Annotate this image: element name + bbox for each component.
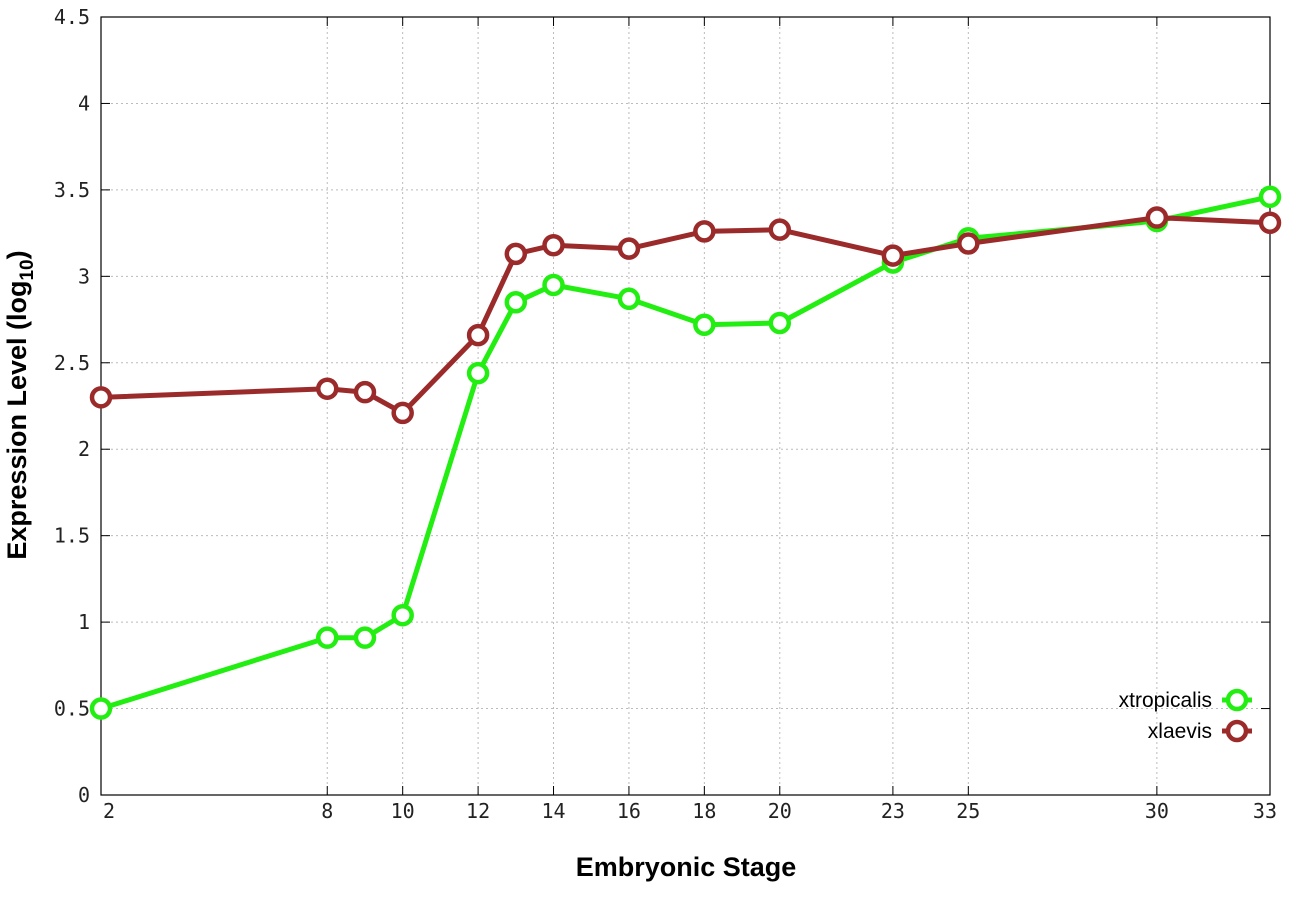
- data-point-xlaevis: [316, 377, 339, 400]
- data-point-xtropicalis: [466, 361, 490, 385]
- data-point-xlaevis: [693, 220, 716, 243]
- x-tick-label: 10: [391, 799, 415, 823]
- data-point-xlaevis: [1258, 211, 1282, 234]
- x-tick-label: 18: [692, 799, 716, 823]
- x-tick-label: 30: [1145, 799, 1169, 823]
- data-point-xlaevis: [768, 218, 792, 241]
- x-tick-label: 20: [768, 799, 792, 823]
- data-point-xtropicalis: [693, 313, 716, 336]
- data-point-xlaevis: [466, 323, 490, 347]
- legend-label-xtropicalis: xtropicalis: [1119, 689, 1212, 712]
- y-tick-label: 1: [78, 610, 90, 634]
- series-line-xlaevis: [100, 215, 1271, 416]
- axis-ticks: 0 0.5 1 1.5 2 2.5 3 3.5 4 4.5 2 8 10 12 14 16 18 20 23 25 30…: [54, 5, 1277, 823]
- y-tick-label: 3: [78, 264, 90, 288]
- data-point-xlaevis: [353, 380, 377, 404]
- y-tick-label: 0: [78, 783, 90, 807]
- y-tick-label: 2.5: [54, 351, 90, 375]
- grid-lines: [101, 17, 1270, 795]
- x-axis-title: Embryonic Stage: [576, 852, 797, 882]
- data-point-xtropicalis: [768, 311, 792, 335]
- series-line-xtropicalis: [100, 194, 1271, 711]
- data-point-xtropicalis: [391, 603, 414, 627]
- y-tick-label: 3.5: [54, 178, 90, 202]
- data-point-xlaevis: [1145, 206, 1169, 229]
- data-point-xlaevis: [504, 242, 528, 266]
- legend: xtropicalis xlaevis: [1119, 688, 1252, 743]
- data-series: [89, 185, 1282, 720]
- x-tick-label: 33: [1253, 799, 1277, 823]
- y-axis-title-subscript: 10: [17, 259, 38, 280]
- data-point-xlaevis: [881, 244, 905, 267]
- data-point-xlaevis: [617, 237, 641, 260]
- y-tick-label: 4: [78, 91, 90, 115]
- y-tick-label: 1.5: [54, 524, 90, 548]
- data-point-xtropicalis: [316, 626, 339, 649]
- plot-frame: [100, 16, 1271, 796]
- y-axis-title-close: ): [2, 250, 32, 259]
- legend-label-xlaevis: xlaevis: [1148, 720, 1212, 743]
- legend-swatch-marker-xlaevis: [1225, 719, 1249, 743]
- y-tick-label: 0.5: [54, 697, 90, 721]
- x-tick-label: 25: [956, 799, 980, 823]
- x-tick-label: 8: [321, 799, 333, 823]
- y-tick-label: 2: [78, 437, 90, 461]
- data-point-xlaevis: [89, 386, 113, 409]
- x-tick-label: 16: [617, 799, 641, 823]
- data-point-xlaevis: [957, 232, 980, 255]
- y-tick-label: 4.5: [54, 5, 90, 29]
- legend-swatch-marker-xtropicalis: [1225, 688, 1249, 712]
- data-point-xtropicalis: [89, 697, 113, 720]
- x-tick-label: 14: [541, 799, 565, 823]
- data-point-xlaevis: [391, 401, 414, 425]
- data-point-xtropicalis: [617, 287, 641, 311]
- y-axis-title-main: Expression Level (log: [2, 281, 32, 560]
- data-point-xtropicalis: [542, 273, 565, 297]
- x-tick-label: 12: [466, 799, 490, 823]
- data-point-xtropicalis: [353, 626, 377, 649]
- x-tick-label: 23: [881, 799, 905, 823]
- data-point-xtropicalis: [504, 291, 528, 314]
- data-point-xlaevis: [542, 233, 565, 257]
- data-point-xtropicalis: [1258, 185, 1282, 209]
- x-tick-label: 2: [103, 799, 115, 823]
- y-axis-title: Expression Level (log10): [2, 250, 38, 559]
